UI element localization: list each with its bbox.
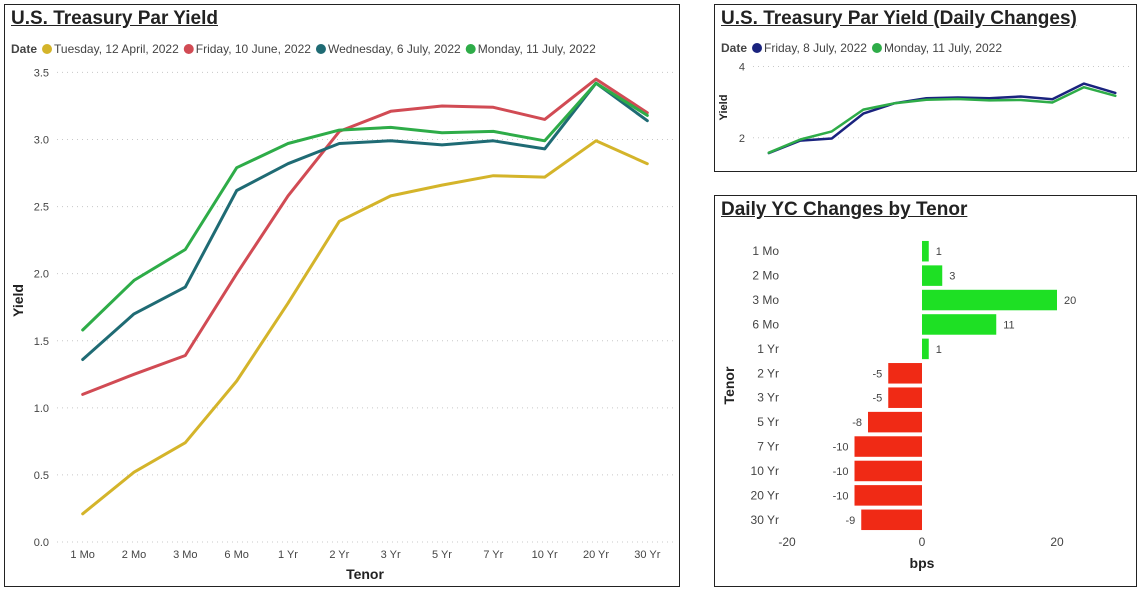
y-tick-label: 2 (739, 133, 745, 145)
legend-item-friday-10-june-2022: Friday, 10 June, 2022 (196, 42, 312, 56)
data-label-2-yr: -5 (872, 368, 882, 380)
daily-changes-line-chart: Date Friday, 8 July, 2022 Monday, 11 July,… (718, 41, 1131, 155)
data-label-30-yr: -9 (845, 515, 855, 527)
series-line-monday-11-july-2022 (767, 85, 1117, 154)
legend-item-friday-8-july-2022: Friday, 8 July, 2022 (764, 41, 867, 55)
bar-10-yr (854, 460, 922, 482)
y-tick-label: 2.5 (34, 202, 49, 214)
chart-title-bars: Daily YC Changes by Tenor (721, 199, 968, 220)
series-line-wednesday-6-july-2022 (81, 81, 649, 361)
x-tick-label: 3 Yr (381, 549, 401, 561)
data-label-7-yr: -10 (833, 442, 849, 454)
x-axis-title: Tenor (346, 566, 384, 582)
bar-6-mo (922, 314, 997, 335)
bar-3-yr (888, 387, 922, 408)
x-tick-label: 6 Mo (224, 549, 248, 561)
y-axis-title: Tenor (721, 366, 737, 404)
daily-changes-panel: U.S. Treasury Par Yield (Daily Changes) … (714, 4, 1137, 172)
bar-1-mo (922, 240, 929, 262)
y-tick-label: 1 Mo (752, 244, 779, 258)
yc-changes-bar-chart: 1 Mo 1 2 Mo 3 3 Mo 20 6 Mo 11 1 Yr 1 2 Yr -5 3 Yr -5 5… (721, 240, 1076, 571)
y-tick-label: 2 Yr (757, 366, 779, 380)
data-label-1-yr: 1 (936, 344, 942, 356)
data-label-6-mo: 11 (1003, 319, 1014, 331)
legend-item-monday-11-july-2022: Monday, 11 July, 2022 (478, 42, 596, 56)
treasury-yield-line-chart: Date Tuesday, 12 April, 2022 Friday, 10 Ju… (10, 42, 673, 582)
y-tick-label: 20 Yr (751, 488, 779, 502)
legend-item-wednesday-6-july-2022: Wednesday, 6 July, 2022 (328, 42, 461, 56)
legend-marker-wednesday-6-july-2022 (315, 44, 326, 54)
legend-marker-monday-11-july-2022 (871, 43, 882, 53)
series-line-monday-11-july-2022 (81, 81, 649, 332)
bar-2-mo (922, 265, 943, 286)
bar-1-yr (922, 338, 929, 360)
legend-marker-friday-10-june-2022 (183, 44, 194, 54)
x-tick-label: 20 Yr (583, 549, 609, 561)
x-tick-label: -20 (778, 535, 796, 549)
y-tick-label: 2 Mo (752, 269, 779, 283)
legend-item-monday-11-july-2022: Monday, 11 July, 2022 (884, 41, 1002, 55)
x-tick-label: 2 Yr (329, 549, 349, 561)
bar-30-yr (861, 509, 922, 531)
treasury-yield-panel: U.S. Treasury Par Yield Date Tuesday, 12 … (4, 4, 680, 587)
y-tick-label: 3.0 (34, 135, 49, 147)
x-tick-label: 5 Yr (432, 549, 452, 561)
y-axis-title: Yield (10, 284, 26, 317)
x-tick-label: 10 Yr (532, 549, 558, 561)
legend-marker-tuesday-12-april-2022 (42, 44, 53, 54)
y-tick-label: 3 Mo (752, 293, 779, 307)
y-axis-title: Yield (718, 95, 730, 121)
legend-marker-friday-8-july-2022 (752, 43, 763, 53)
legend-item-tuesday-12-april-2022: Tuesday, 12 April, 2022 (54, 42, 179, 56)
y-tick-label: 6 Mo (752, 317, 779, 331)
y-tick-label: 10 Yr (751, 464, 779, 478)
bar-2-yr (888, 363, 922, 384)
y-tick-label: 3.5 (34, 67, 49, 79)
y-tick-label: 0.5 (34, 470, 49, 482)
data-label-2-mo: 3 (949, 271, 955, 283)
y-tick-label: 7 Yr (757, 440, 779, 454)
series-line-tuesday-12-april-2022 (81, 139, 649, 516)
series-line-friday-10-june-2022 (81, 77, 649, 396)
x-tick-label: 2 Mo (122, 549, 146, 561)
y-tick-label: 30 Yr (751, 513, 779, 527)
y-tick-label: 1 Yr (757, 342, 779, 356)
x-tick-label: 30 Yr (634, 549, 660, 561)
series-line-friday-8-july-2022 (767, 82, 1117, 155)
y-tick-label: 5 Yr (757, 415, 779, 429)
legend-marker-monday-11-july-2022 (465, 44, 476, 54)
data-label-10-yr: -10 (833, 466, 849, 478)
data-label-1-mo: 1 (936, 246, 942, 258)
x-tick-label: 20 (1050, 535, 1064, 549)
bar-5-yr (868, 411, 922, 433)
bar-3-mo (922, 289, 1057, 311)
x-tick-label: 3 Mo (173, 549, 197, 561)
data-label-20-yr: -10 (833, 490, 849, 502)
data-label-3-mo: 20 (1064, 295, 1076, 307)
y-tick-label: 3 Yr (757, 391, 779, 405)
data-label-5-yr: -8 (852, 417, 862, 429)
y-tick-label: 2.0 (34, 269, 49, 281)
y-tick-label: 0.0 (34, 537, 49, 549)
chart-title-daily: U.S. Treasury Par Yield (Daily Changes) (721, 8, 1077, 29)
x-tick-label: 1 Yr (278, 549, 298, 561)
y-tick-label: 1.5 (34, 336, 49, 348)
y-tick-label: 1.0 (34, 403, 49, 415)
x-axis-title: bps (910, 555, 935, 571)
bar-7-yr (854, 436, 922, 457)
x-tick-label: 7 Yr (483, 549, 503, 561)
chart-title-main: U.S. Treasury Par Yield (11, 8, 218, 29)
x-tick-label: 1 Mo (70, 549, 94, 561)
y-tick-label: 4 (739, 62, 745, 74)
legend-title: Date (721, 41, 747, 55)
yc-changes-panel: Daily YC Changes by Tenor 1 Mo 1 2 Mo 3 3 Mo… (714, 195, 1137, 587)
data-label-3-yr: -5 (872, 393, 882, 405)
legend-title: Date (11, 42, 37, 56)
x-tick-label: 0 (919, 535, 926, 549)
bar-20-yr (854, 485, 922, 506)
